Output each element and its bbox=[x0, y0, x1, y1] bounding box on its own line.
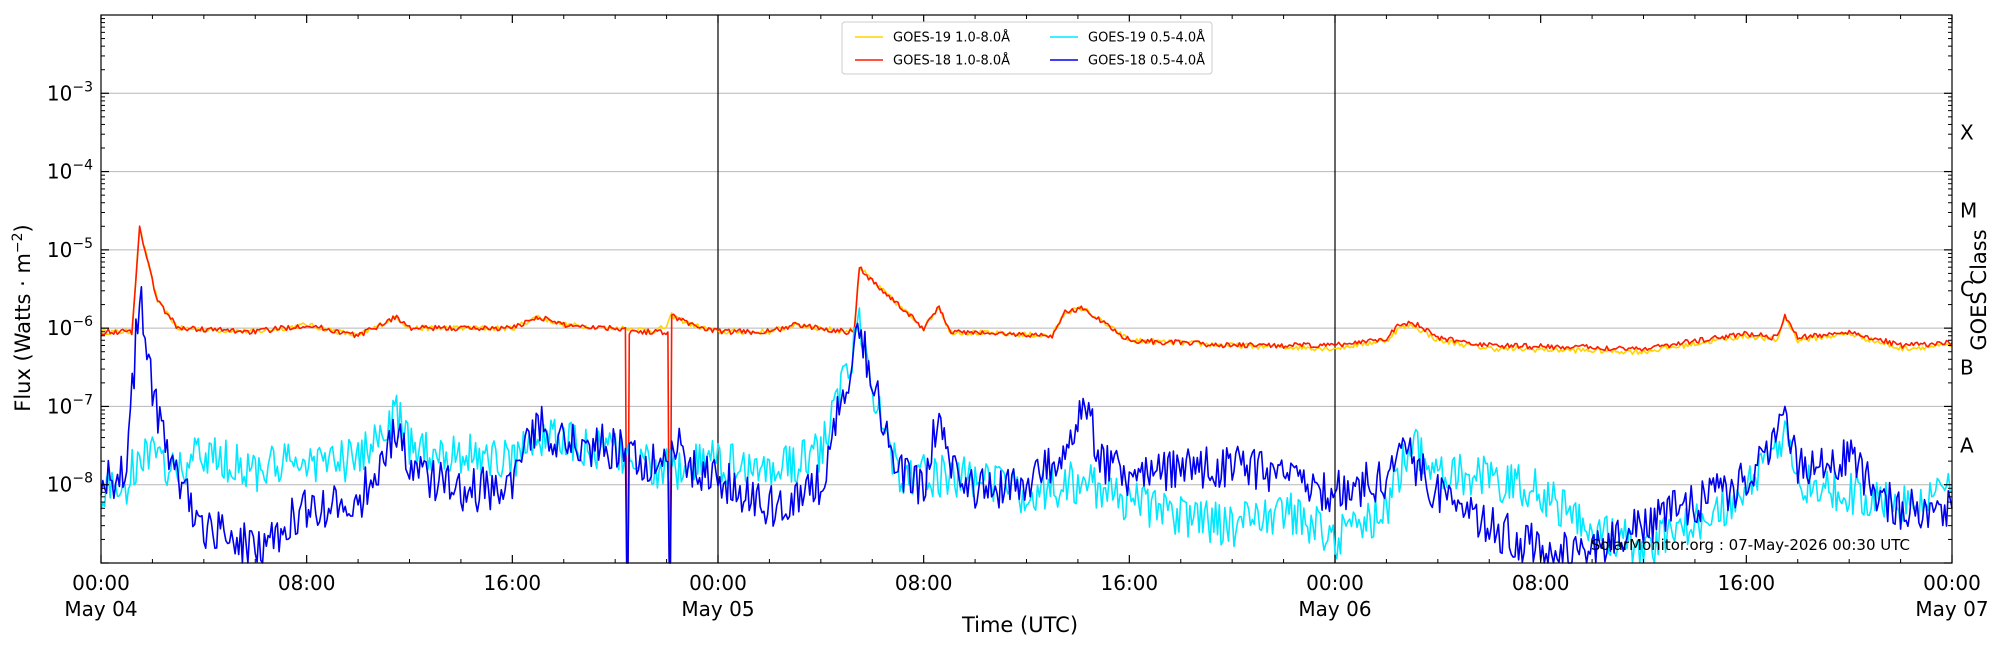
y-tick-label: 10−7 bbox=[47, 392, 93, 418]
y-tick-labels: 10−8 10−7 10−6 10−5 10−4 10−3 bbox=[47, 79, 93, 496]
y-tick-label: 10−8 bbox=[47, 471, 93, 497]
y-tick-label: 10−3 bbox=[47, 79, 93, 105]
series-line-4 bbox=[100, 286, 1953, 564]
x-tick-label: 16:00 bbox=[484, 571, 542, 595]
x-tick-date-label: May 05 bbox=[681, 597, 754, 621]
x-tick-label: 08:00 bbox=[1512, 571, 1570, 595]
x-tick-date-label: May 06 bbox=[1298, 597, 1371, 621]
legend-label: GOES-19 1.0-8.0Å bbox=[893, 30, 1010, 46]
axis-ticks bbox=[100, 15, 1953, 564]
goes-class-label: X bbox=[1960, 120, 1974, 144]
x-axis-title: Time (UTC) bbox=[961, 613, 1078, 637]
series-line-2 bbox=[100, 225, 1953, 564]
goes-class-labels: A B C M X bbox=[1960, 120, 1977, 457]
legend-label: GOES-18 1.0-8.0Å bbox=[893, 53, 1010, 69]
legend-label: GOES-19 0.5-4.0Å bbox=[1088, 30, 1205, 46]
right-axis-title: GOES Class bbox=[1967, 229, 1991, 350]
legend-label: GOES-18 0.5-4.0Å bbox=[1088, 53, 1205, 69]
x-tick-label: 00:00 bbox=[689, 571, 747, 595]
goes-class-label: M bbox=[1960, 199, 1977, 223]
legend: GOES-19 1.0-8.0Å GOES-18 1.0-8.0Å GOES-19 … bbox=[841, 21, 1213, 75]
legend-box bbox=[841, 21, 1213, 75]
credit-text: SolarMonitor.org : 07-May-2026 00:30 UTC bbox=[1591, 536, 1910, 554]
y-tick-label: 10−6 bbox=[47, 314, 93, 340]
x-tick-label: 08:00 bbox=[278, 571, 336, 595]
goes-class-label: A bbox=[1960, 434, 1974, 458]
x-tick-label: 00:00 bbox=[72, 571, 130, 595]
goes-class-label: B bbox=[1960, 355, 1974, 379]
x-tick-label: 00:00 bbox=[1923, 571, 1981, 595]
y-tick-label: 10−5 bbox=[47, 236, 93, 262]
x-tick-date-label: May 04 bbox=[64, 597, 137, 621]
x-tick-label: 16:00 bbox=[1718, 571, 1776, 595]
y-tick-label: 10−4 bbox=[47, 158, 93, 184]
x-tick-date-label: May 07 bbox=[1915, 597, 1988, 621]
x-tick-label: 08:00 bbox=[895, 571, 953, 595]
y-axis-title: Flux (Watts · m−2) bbox=[10, 224, 35, 412]
goes-class-label: C bbox=[1960, 277, 1974, 301]
day-boundary-lines bbox=[717, 15, 1336, 563]
x-tick-label: 00:00 bbox=[1306, 571, 1364, 595]
x-tick-label: 16:00 bbox=[1101, 571, 1159, 595]
